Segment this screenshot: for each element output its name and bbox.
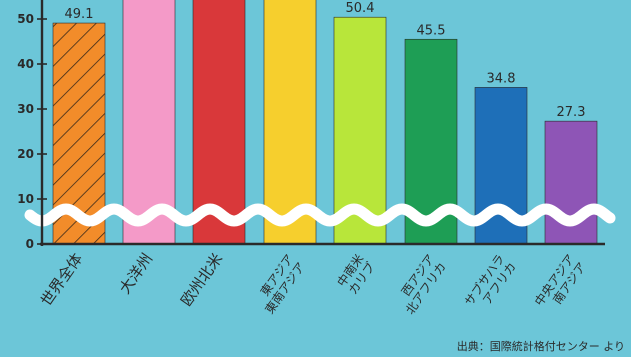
data-label-6: 45.5: [417, 23, 446, 38]
y-tick-label-10: 10: [17, 192, 34, 206]
source-note: 出典：国際統計格付センター より: [457, 339, 625, 353]
axis-break-wave: [24, 203, 616, 227]
data-label-7: 34.8: [487, 71, 516, 86]
bar-3: [192, 0, 246, 245]
data-label-1: 49.1: [65, 7, 94, 22]
y-tick-label-20: 20: [17, 147, 34, 161]
bar-2: [122, 0, 176, 245]
data-label-8: 27.3: [557, 105, 586, 120]
y-tick-label-40: 40: [17, 57, 34, 71]
y-tick-label-0: 0: [26, 237, 34, 251]
bar-4: [263, 0, 317, 245]
y-tick-label-50: 50: [17, 12, 34, 26]
y-tick-label-30: 30: [17, 102, 34, 116]
data-label-5: 50.4: [346, 1, 375, 16]
